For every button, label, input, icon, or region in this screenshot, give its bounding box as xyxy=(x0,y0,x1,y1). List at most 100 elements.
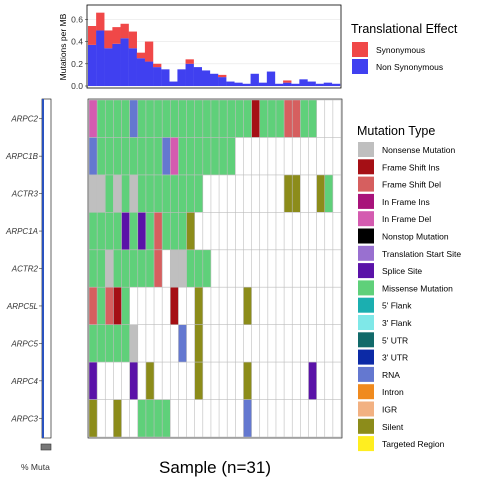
heatmap-cell-missense-mutation xyxy=(186,100,195,138)
heatmap-cell-splice-site xyxy=(308,362,317,400)
heatmap-cell-silent xyxy=(113,399,122,437)
tmb-bar-non-synonymous xyxy=(136,58,146,86)
tmb-bar-non-synonymous xyxy=(331,83,341,86)
gene-label: ACTR3 xyxy=(11,190,39,199)
heatmap-cell-missense-mutation xyxy=(170,212,179,250)
heatmap-cell-missense-mutation xyxy=(145,249,155,288)
heatmap-cell-rna xyxy=(243,399,252,437)
tmb-bar-non-synonymous xyxy=(274,83,284,86)
mutation-type-swatch xyxy=(358,349,374,365)
mutation-type-label: In Frame Del xyxy=(382,214,431,224)
tmb-bar-synonymous xyxy=(144,41,154,62)
heatmap-cell-missense-mutation xyxy=(178,174,187,213)
heatmap-cell-missense-mutation xyxy=(97,137,106,175)
heatmap-cell-missense-mutation xyxy=(324,174,333,213)
heatmap-cell-missense-mutation xyxy=(202,249,211,288)
heatmap-cell-missense-mutation xyxy=(145,174,155,213)
tmb-bar-synonymous xyxy=(120,23,129,39)
mutation-type-swatch xyxy=(358,436,374,452)
tmb-bar-non-synonymous xyxy=(88,44,97,86)
tmb-bar-synonymous xyxy=(112,27,121,44)
heatmap-cell-silent xyxy=(194,287,203,325)
tmb-panel-frame xyxy=(86,4,342,89)
heatmap-cell-missense-mutation xyxy=(89,324,98,363)
heatmap-cell-silent xyxy=(145,362,155,400)
tmb-bar-non-synonymous xyxy=(201,70,211,86)
heatmap-cell-missense-mutation xyxy=(145,399,155,437)
tmb-y-tick-label: 0.2 xyxy=(71,59,83,69)
heatmap-cell-missense-mutation xyxy=(162,100,171,138)
mutation-type-swatch xyxy=(358,315,374,330)
heatmap-cell-missense-mutation xyxy=(137,249,146,288)
heatmap-cell-missense-mutation xyxy=(129,249,138,288)
heatmap-cell-missense-mutation xyxy=(113,100,122,138)
heatmap-cell-missense-mutation xyxy=(178,100,187,138)
tmb-bar-non-synonymous xyxy=(218,77,227,86)
heatmap-cell-frame-shift-del xyxy=(154,212,163,250)
tmb-bar-synonymous xyxy=(153,63,162,68)
heatmap-cell-missense-mutation xyxy=(121,174,130,213)
heatmap-cell-missense-mutation xyxy=(97,324,106,363)
heatmap-cell-silent xyxy=(292,174,301,213)
tmb-bar-non-synonymous xyxy=(299,79,308,86)
heatmap-cell-missense-mutation xyxy=(210,100,220,138)
heatmap-cell-rna xyxy=(129,100,138,138)
heatmap-cell-missense-mutation xyxy=(243,100,252,138)
heatmap-cell-missense-mutation xyxy=(137,174,146,213)
heatmap-cell-silent xyxy=(243,362,252,400)
mutation-type-legend: Mutation Type Nonsense Mutation Frame Shi… xyxy=(357,124,461,452)
heatmap-cell-missense-mutation xyxy=(113,212,122,250)
heatmap-cell-missense-mutation xyxy=(105,137,114,175)
tmb-bar-non-synonymous xyxy=(185,63,194,86)
heatmap-cell-missense-mutation xyxy=(89,249,98,288)
tmb-bar-non-synonymous xyxy=(291,83,300,86)
heatmap-cell-missense-mutation xyxy=(105,212,114,250)
tmb-bar-chart: 0.0 0.2 0.4 0.6 Mutations per MB xyxy=(58,4,342,91)
heatmap-cell-missense-mutation xyxy=(267,100,276,138)
tmb-bar-non-synonymous xyxy=(242,83,251,86)
tmb-bar-non-synonymous xyxy=(226,81,235,86)
mutation-type-label: 5' UTR xyxy=(382,335,408,345)
heatmap-cell-silent xyxy=(194,324,203,363)
heatmap-cell-missense-mutation xyxy=(129,212,138,250)
mutation-type-label: 3' UTR xyxy=(382,353,408,363)
tmb-bar-non-synonymous xyxy=(177,69,186,86)
heatmap-cell-frame-shift-del xyxy=(284,100,293,138)
tmb-bar-non-synonymous xyxy=(104,48,113,86)
mutation-type-label: Silent xyxy=(382,422,404,432)
tmb-bar-non-synonymous xyxy=(153,67,162,86)
heatmap-cell-missense-mutation xyxy=(186,249,195,288)
mutation-type-swatch xyxy=(358,401,374,417)
heatmap-cell-nonsense-mutation xyxy=(178,249,187,288)
tmb-bar-non-synonymous xyxy=(193,67,203,86)
mutation-type-swatch xyxy=(358,211,374,227)
heatmap-cell-missense-mutation xyxy=(113,249,122,288)
mutation-type-swatch xyxy=(358,280,374,296)
heatmap-cell-silent xyxy=(243,287,252,325)
heatmap-cell-missense-mutation xyxy=(154,174,163,213)
heatmap-cell-missense-mutation xyxy=(227,100,236,138)
heatmap-cell-silent xyxy=(316,174,325,213)
heatmap-cell-missense-mutation xyxy=(145,212,155,250)
heatmap-cell-missense-mutation xyxy=(202,137,211,175)
mutation-type-label: In Frame Ins xyxy=(382,197,430,207)
heatmap-cell-nonsense-mutation xyxy=(170,249,179,288)
heatmap-cell-missense-mutation xyxy=(186,137,195,175)
tmb-legend: Translational Effect Synonymous Non Synon… xyxy=(351,22,458,74)
heatmap-x-axis-label: Sample (n=31) xyxy=(159,458,271,477)
heatmap-cell-missense-mutation xyxy=(219,100,228,138)
heatmap-cell-missense-mutation xyxy=(105,324,114,363)
heatmap-cell-splice-site xyxy=(89,362,98,400)
tmb-legend-label: Non Synonymous xyxy=(376,62,443,72)
heatmap-cell-missense-mutation xyxy=(170,100,179,138)
tmb-bar-non-synonymous xyxy=(266,71,276,86)
heatmap-cell-missense-mutation xyxy=(202,100,211,138)
heatmap-cell-frame-shift-del xyxy=(292,100,301,138)
tmb-legend-swatch xyxy=(352,59,368,74)
heatmap-cell-missense-mutation xyxy=(178,137,187,175)
tmb-y-axis-label: Mutations per MB xyxy=(58,13,68,80)
mutation-type-swatch xyxy=(358,418,374,434)
tmb-bar-synonymous xyxy=(96,12,105,31)
mutation-type-label: RNA xyxy=(382,370,400,380)
heatmap-cell-missense-mutation xyxy=(121,324,130,363)
